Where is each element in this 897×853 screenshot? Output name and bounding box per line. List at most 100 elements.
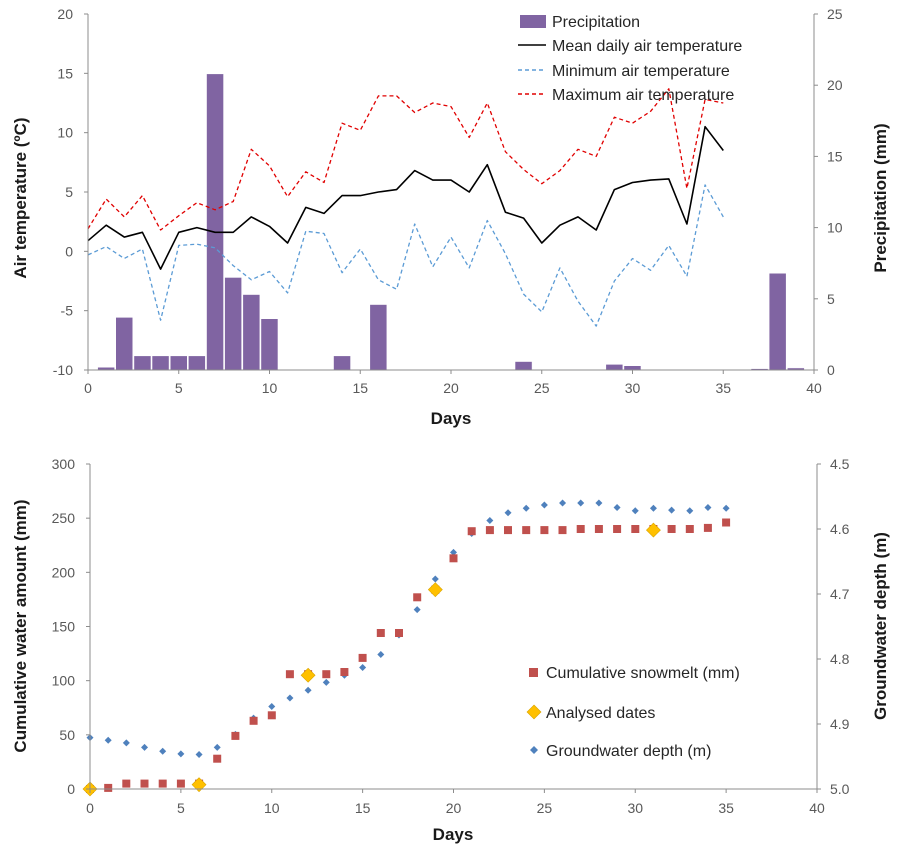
snowmelt-point [104, 783, 113, 792]
top-right-tick-label: 20 [827, 77, 843, 93]
legend-swatch-precipitation [520, 15, 546, 28]
top-left-tick-label: 20 [57, 6, 73, 22]
snowmelt-point [504, 526, 512, 535]
groundwater-point [122, 739, 130, 747]
top-left-tick-label: 10 [57, 125, 73, 141]
groundwater-point [213, 743, 221, 751]
bottom-right-axis-title: Groundwater depth (m) [871, 532, 890, 720]
top-x-tick-label: 20 [443, 380, 459, 396]
bottom-left-axis-title: Cumulative water amount (mm) [11, 499, 30, 752]
top-x-tick-label: 15 [352, 380, 368, 396]
snowmelt-point [395, 629, 403, 637]
bottom-x-tick-label: 30 [627, 800, 643, 816]
snowmelt-point [158, 779, 167, 788]
groundwater-point [631, 507, 639, 515]
groundwater-point [286, 694, 294, 702]
bottom-x-tick-label: 40 [809, 800, 825, 816]
bottom-right-tick-label: 4.9 [830, 716, 850, 732]
top-x-tick-label: 30 [625, 380, 641, 396]
precipitation-bar [333, 355, 351, 371]
bottom-x-tick-label: 0 [86, 800, 94, 816]
top-left-axis-title: Air temperature (ºC) [11, 117, 30, 278]
precipitation-bar [224, 277, 243, 371]
top-left-tick-label: -5 [61, 303, 74, 319]
groundwater-point [704, 504, 712, 512]
groundwater-point [649, 504, 657, 512]
groundwater-point [177, 750, 185, 758]
top-left-tick-label: 15 [57, 65, 73, 81]
legend-label-analysed: Analysed dates [546, 705, 655, 722]
groundwater-point [141, 743, 149, 751]
top-chart-axes: 0 5 10 15 20 25 30 35 40 -10 -5 0 5 10 15 20 0 5 10 15 20 25 [53, 6, 843, 396]
snowmelt-point [594, 525, 603, 533]
bottom-x-tick-label: 5 [177, 800, 185, 816]
snowmelt-point [176, 779, 185, 788]
groundwater-point [722, 504, 730, 512]
precipitation-bar [115, 316, 134, 371]
precipitation-bar [188, 355, 206, 371]
precipitation-bar [133, 355, 152, 371]
analysed-date-point [646, 522, 661, 538]
top-right-tick-label: 0 [827, 362, 835, 378]
snowmelt-point [449, 554, 458, 563]
precipitation-bar [242, 294, 261, 371]
bottom-right-tick-label: 4.7 [830, 586, 850, 602]
groundwater-point [559, 499, 567, 507]
top-x-tick-label: 5 [175, 380, 183, 396]
top-right-axis-title: Precipitation (mm) [871, 123, 890, 272]
top-x-tick-label: 0 [84, 380, 92, 396]
top-left-tick-label: -10 [53, 362, 73, 378]
snowmelt-point [140, 779, 149, 788]
top-right-tick-label: 15 [827, 148, 843, 164]
temperature-lines [87, 88, 724, 327]
top-right-tick-label: 5 [827, 291, 835, 307]
groundwater-point [104, 736, 112, 744]
bottom-left-tick-label: 150 [52, 619, 76, 635]
bottom-left-tick-label: 0 [67, 781, 75, 797]
snowmelt-point [485, 526, 494, 535]
series-line-minimum-air-temperature [87, 184, 724, 327]
precipitation-bar [206, 73, 224, 371]
snowmelt-point [540, 526, 549, 535]
legend-marker-analysed [526, 704, 542, 720]
snowmelt-point [576, 525, 585, 533]
snowmelt-groundwater-chart: 0 5 10 15 20 25 30 35 40 0 50 100 150 200 250 300 4.5 4.6… [11, 456, 890, 844]
bottom-left-tick-label: 100 [52, 673, 76, 689]
bottom-x-tick-label: 35 [718, 800, 734, 816]
temperature-precipitation-chart: 0 5 10 15 20 25 30 35 40-10-5051015200510152025 … [11, 6, 890, 428]
legend-marker-groundwater [530, 746, 538, 754]
snowmelt-point [703, 523, 712, 532]
bottom-x-tick-label: 15 [355, 800, 371, 816]
top-x-tick-label: 25 [534, 380, 550, 396]
groundwater-point [268, 702, 276, 710]
snowmelt-point [413, 593, 422, 602]
snowmelt-point [685, 525, 694, 533]
bottom-x-axis-title: Days [433, 825, 474, 844]
bottom-x-tick-label: 10 [264, 800, 280, 816]
snowmelt-point [467, 527, 476, 536]
snowmelt-point [285, 670, 294, 679]
top-x-tick-label: 35 [715, 380, 731, 396]
scatter-points [82, 499, 731, 797]
top-legend: Precipitation Mean daily air temperature… [518, 14, 742, 104]
snowmelt-point [249, 716, 258, 725]
legend-label-precipitation: Precipitation [552, 14, 640, 31]
snowmelt-point [122, 779, 131, 788]
precipitation-bars [97, 73, 805, 371]
groundwater-point [686, 507, 694, 515]
top-left-tick-label: 5 [65, 184, 73, 200]
bottom-right-tick-label: 5.0 [830, 781, 850, 797]
bottom-legend: Cumulative snowmelt (mm) Analysed dates … [526, 665, 740, 760]
groundwater-point [322, 678, 330, 686]
snowmelt-point [322, 670, 331, 679]
precipitation-bar [514, 361, 533, 371]
legend-label-mean-temp: Mean daily air temperature [552, 38, 742, 55]
groundwater-point [413, 606, 421, 614]
groundwater-point [486, 517, 494, 525]
bottom-right-tick-label: 4.5 [830, 456, 850, 472]
top-x-axis-title: Days [431, 409, 472, 428]
bottom-right-tick-label: 4.6 [830, 521, 850, 537]
snowmelt-point [340, 668, 349, 676]
